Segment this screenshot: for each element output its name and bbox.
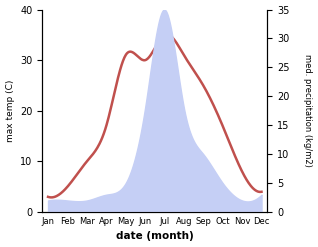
Y-axis label: max temp (C): max temp (C) — [5, 80, 15, 142]
X-axis label: date (month): date (month) — [116, 231, 194, 242]
Y-axis label: med. precipitation (kg/m2): med. precipitation (kg/m2) — [303, 54, 313, 167]
